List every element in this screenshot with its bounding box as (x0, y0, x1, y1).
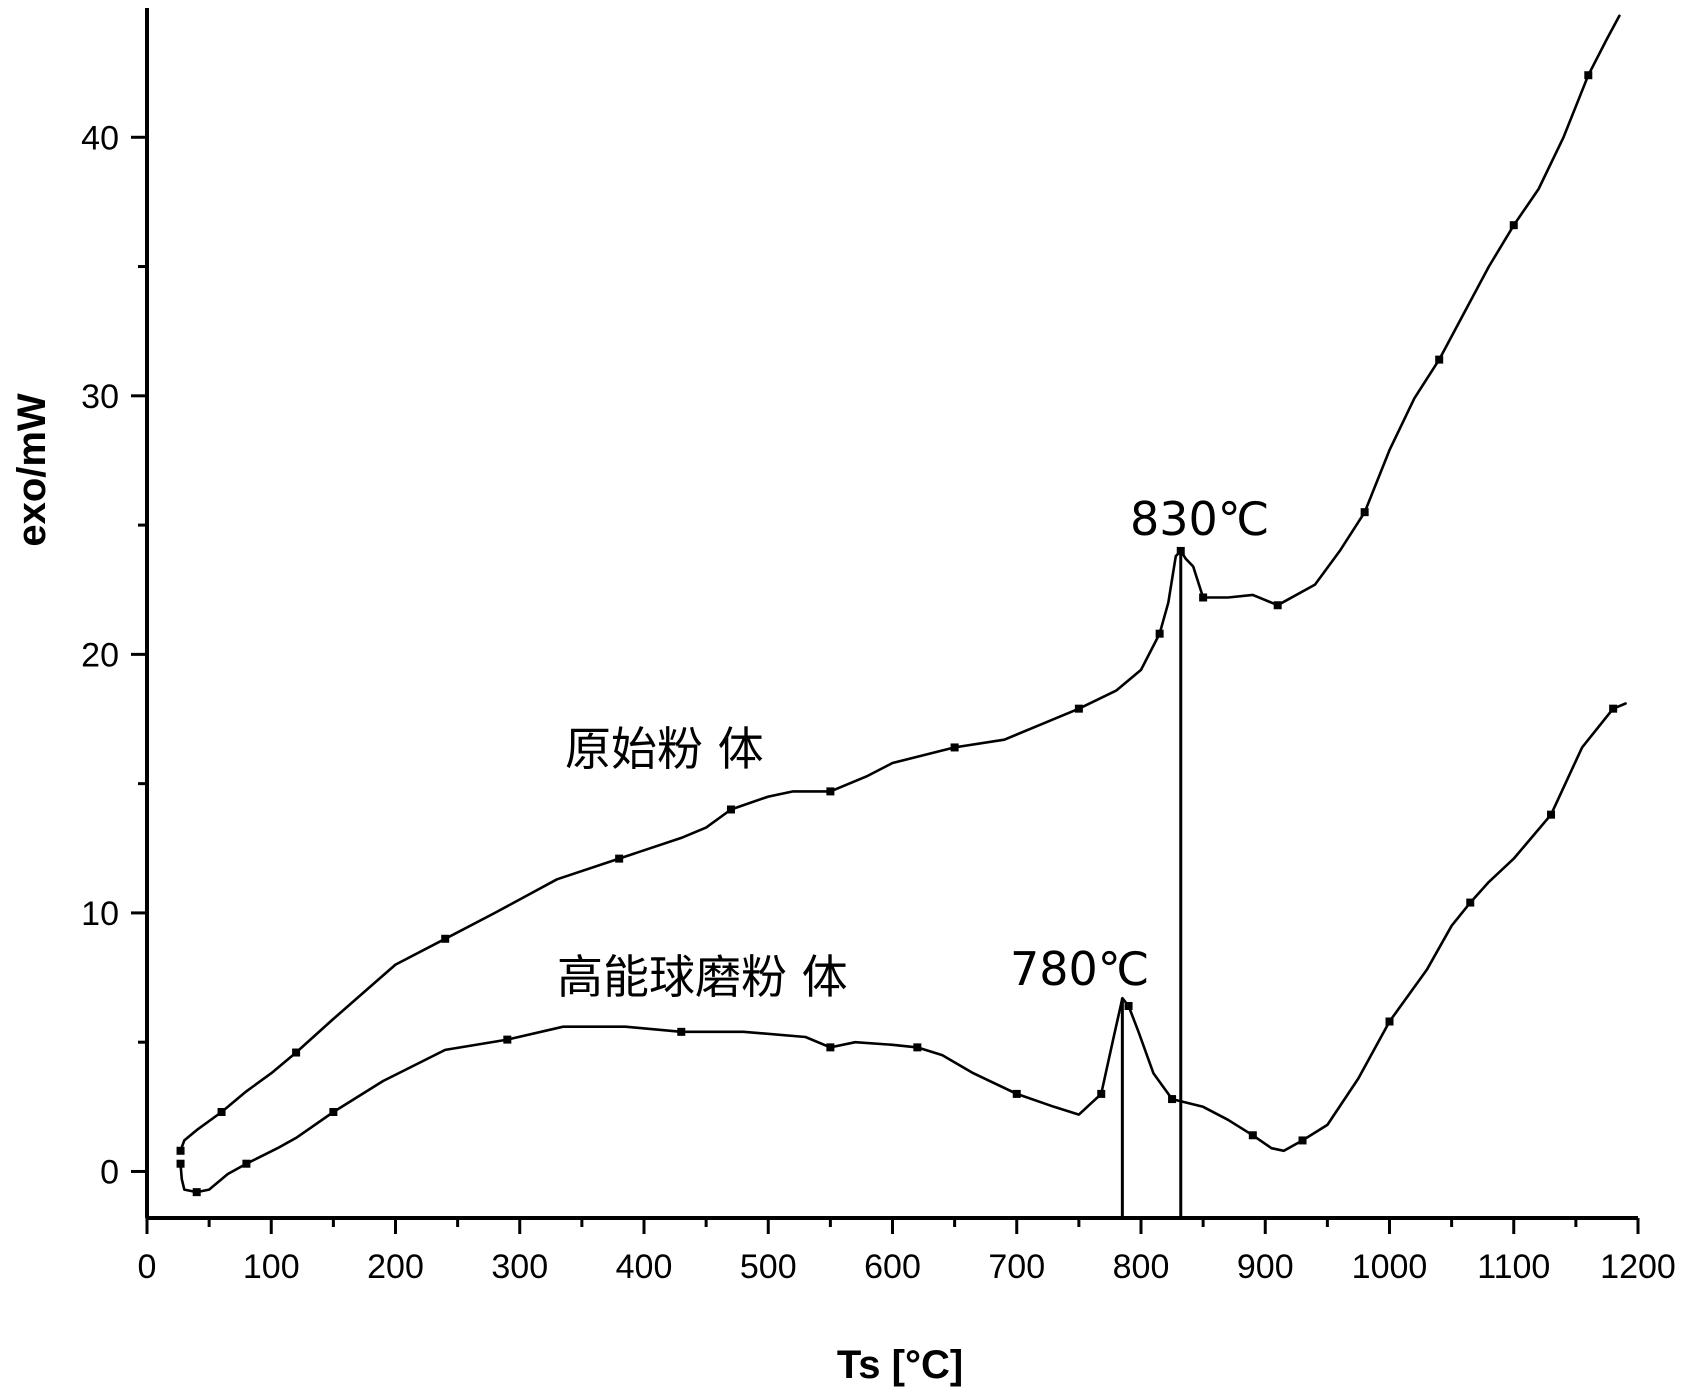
data-point (176, 1146, 185, 1155)
data-point (1097, 1089, 1106, 1098)
y-tick-label: 30 (81, 378, 119, 416)
data-point (1248, 1131, 1257, 1140)
data-point (1199, 593, 1208, 602)
y-tick-label: 0 (100, 1153, 119, 1191)
data-point (1124, 1001, 1133, 1010)
data-point (726, 805, 735, 814)
data-point (242, 1159, 251, 1168)
y-axis-title: exo/mW (10, 393, 54, 547)
data-point (1360, 508, 1369, 517)
data-point (913, 1043, 922, 1052)
x-tick-label: 1200 (1600, 1248, 1676, 1286)
x-tick-label: 800 (1113, 1248, 1170, 1286)
data-point (503, 1035, 512, 1044)
data-point (1584, 71, 1593, 80)
x-tick-label: 900 (1237, 1248, 1294, 1286)
y-tick-label: 40 (81, 119, 119, 157)
x-tick-label: 700 (988, 1248, 1045, 1286)
series-label-original-powder: 原始粉 体 (565, 722, 764, 776)
data-point (1385, 1017, 1394, 1026)
data-point (1609, 704, 1618, 713)
x-tick-label: 200 (367, 1248, 424, 1286)
data-point (677, 1027, 686, 1036)
data-point (329, 1107, 338, 1116)
data-point (1466, 898, 1475, 907)
axes (145, 8, 1638, 1220)
data-point (1435, 355, 1444, 364)
x-tick-label: 1000 (1352, 1248, 1428, 1286)
x-tick-label: 400 (616, 1248, 673, 1286)
data-point (1155, 629, 1164, 638)
x-axis-title: Ts [°C] (837, 1343, 963, 1387)
x-tick-label: 500 (740, 1248, 797, 1286)
data-point (1273, 601, 1282, 610)
ticks: 0 100 200 300 400 500 600 700 800 900 1000 1100 1200… (81, 119, 1676, 1286)
x-tick-label: 300 (491, 1248, 548, 1286)
x-tick-label: 100 (243, 1248, 300, 1286)
x-tick-label: 1100 (1477, 1248, 1550, 1286)
y-tick-label: 10 (81, 895, 119, 933)
data-point (826, 1043, 835, 1052)
y-tick-label: 20 (81, 636, 119, 674)
data-point (192, 1188, 201, 1197)
data-point (217, 1107, 226, 1116)
data-point (1012, 1089, 1021, 1098)
data-point (1168, 1095, 1177, 1104)
x-tick-label: 0 (138, 1248, 157, 1286)
data-point (176, 1159, 185, 1168)
peak-label-830: 830℃ (1130, 492, 1269, 546)
data-point (1298, 1136, 1307, 1145)
peak-markers (1120, 550, 1183, 1216)
data-point (1547, 810, 1556, 819)
series-layer (176, 14, 1627, 1197)
data-point (826, 787, 835, 796)
data-point (1074, 704, 1083, 713)
series-line-0 (179, 14, 1621, 1153)
data-point (292, 1048, 301, 1057)
data-point (615, 854, 624, 863)
series-label-ball-milled-powder: 高能球磨粉 体 (557, 950, 848, 1004)
data-point (1509, 221, 1518, 230)
x-tick-label: 600 (864, 1248, 921, 1286)
peak-label-780: 780℃ (1010, 942, 1149, 996)
data-point (441, 934, 450, 943)
series-line-1 (179, 702, 1627, 1194)
data-point (950, 743, 959, 752)
